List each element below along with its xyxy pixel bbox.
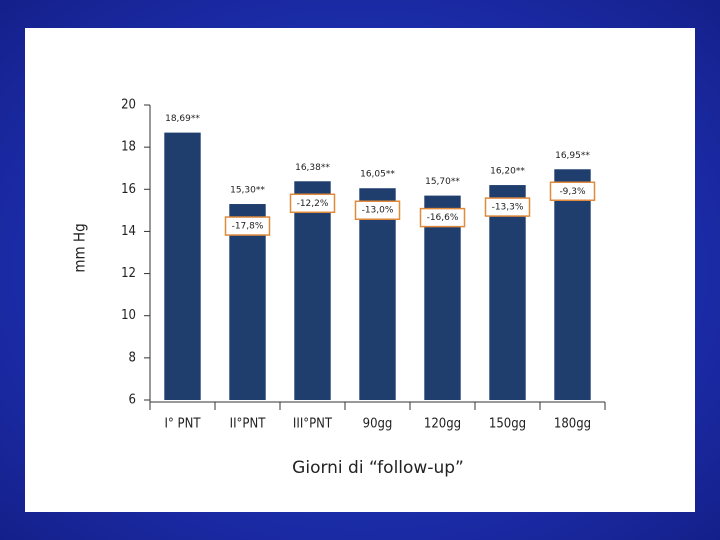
change-label: -17,8%	[232, 222, 264, 232]
change-label: -9,3%	[559, 187, 586, 197]
change-box	[354, 200, 401, 220]
bar	[229, 204, 266, 400]
bar	[424, 195, 461, 400]
x-tick-label: 120gg	[424, 417, 461, 432]
bar	[554, 169, 591, 400]
value-label: 16,95**	[555, 151, 590, 161]
y-tick-label: 8	[129, 350, 136, 365]
x-tick-label: 180gg	[554, 417, 591, 432]
x-tick-label: I° PNT	[165, 417, 202, 432]
change-label: -13,3%	[492, 203, 524, 213]
y-tick-label: 14	[121, 224, 136, 239]
value-label: 16,05**	[360, 170, 395, 180]
bar	[359, 188, 396, 400]
y-tick-label: 18	[121, 140, 136, 155]
x-tick-label: III°PNT	[293, 417, 333, 432]
y-tick-label: 6	[129, 393, 136, 408]
bar	[164, 132, 201, 400]
x-axis-label: Giorni di “follow-up”	[292, 458, 464, 478]
value-label: 18,69**	[165, 114, 200, 124]
value-label: 15,30**	[230, 186, 265, 196]
y-tick-label: 12	[121, 266, 136, 281]
bar	[489, 185, 526, 400]
change-box	[224, 216, 271, 236]
bar	[294, 181, 331, 400]
x-tick-label: II°PNT	[230, 417, 267, 432]
y-tick-label: 16	[121, 182, 136, 197]
change-box	[484, 197, 531, 217]
x-tick-label: 90gg	[363, 417, 393, 432]
change-box	[289, 193, 336, 214]
change-box	[419, 207, 466, 228]
change-label: -16,6%	[427, 213, 459, 223]
y-tick-label: 10	[121, 308, 136, 323]
y-tick-label: 20	[121, 98, 136, 113]
x-tick-label: 150gg	[489, 417, 526, 432]
value-label: 16,20**	[490, 167, 525, 177]
change-label: -13,0%	[362, 206, 394, 216]
change-box	[549, 181, 596, 202]
y-axis-label: mm Hg	[71, 223, 89, 272]
value-label: 16,38**	[295, 163, 330, 173]
value-label: 15,70**	[425, 177, 460, 187]
change-label: -12,2%	[297, 199, 329, 209]
